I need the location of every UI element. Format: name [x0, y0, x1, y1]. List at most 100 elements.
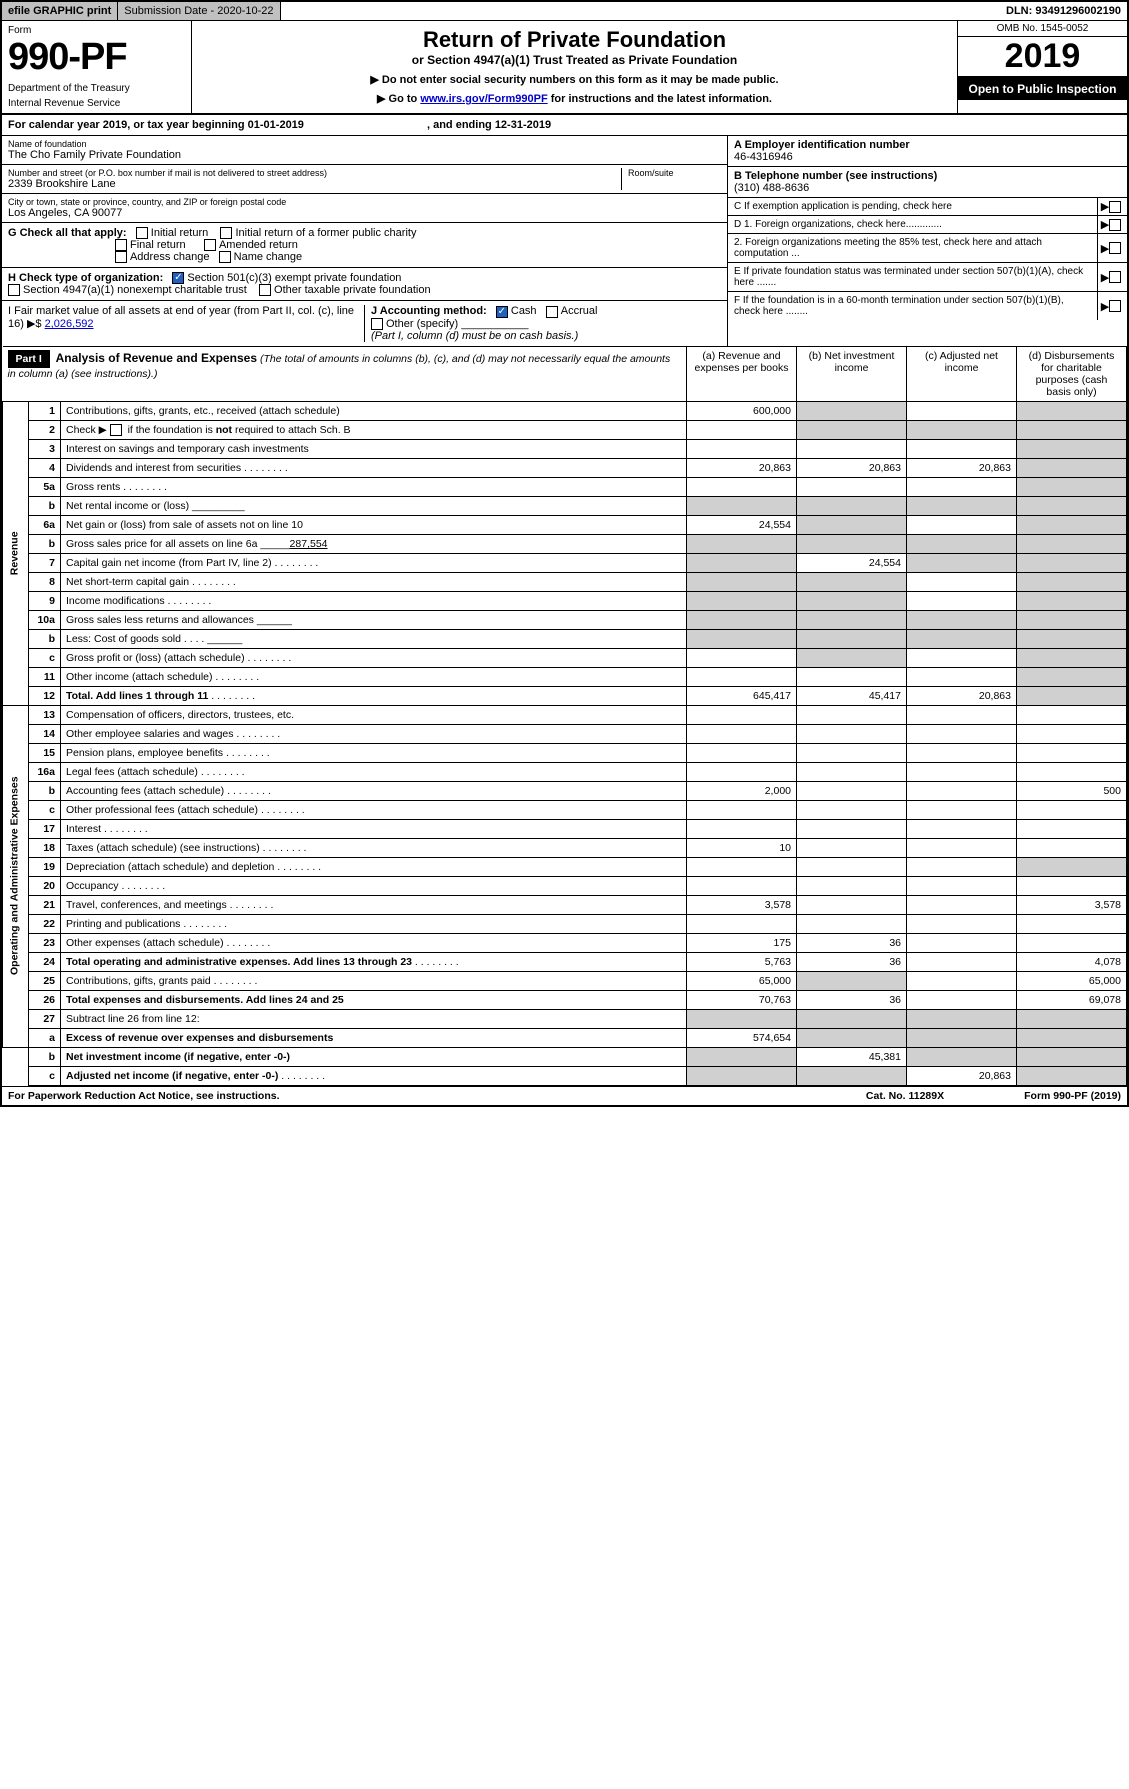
line-3-desc: Interest on savings and temporary cash i… — [61, 439, 687, 458]
4947-checkbox[interactable] — [8, 284, 20, 296]
initial-former-checkbox[interactable] — [220, 227, 232, 239]
c-checkbox[interactable] — [1109, 201, 1121, 213]
line-19-desc: Depreciation (attach schedule) and deple… — [61, 857, 687, 876]
line-16a-desc: Legal fees (attach schedule) — [61, 762, 687, 781]
line-9-desc: Income modifications — [61, 591, 687, 610]
irs-link[interactable]: www.irs.gov/Form990PF — [420, 93, 547, 105]
line-21-a: 3,578 — [687, 895, 797, 914]
room-label: Room/suite — [628, 168, 721, 178]
table-row: 14Other employee salaries and wages — [3, 724, 1127, 743]
table-row: cAdjusted net income (if negative, enter… — [3, 1066, 1127, 1085]
instr-url: ▶ Go to www.irs.gov/Form990PF for instru… — [198, 92, 951, 105]
line-23-b: 36 — [797, 933, 907, 952]
d1-checkbox[interactable] — [1109, 219, 1121, 231]
col-a-head: (a) Revenue and expenses per books — [687, 346, 797, 401]
table-row: bNet rental income or (loss) _________ — [3, 496, 1127, 515]
sch-b-checkbox[interactable] — [110, 424, 122, 436]
dept-irs: Internal Revenue Service — [8, 98, 185, 109]
line-13-desc: Compensation of officers, directors, tru… — [61, 705, 687, 724]
4947-label: Section 4947(a)(1) nonexempt charitable … — [23, 284, 247, 296]
cal-year-end: , and ending 12-31-2019 — [427, 119, 551, 131]
other-tax-checkbox[interactable] — [259, 284, 271, 296]
street-address: 2339 Brookshire Lane — [8, 178, 621, 190]
501c3-checkbox[interactable]: ✓ — [172, 272, 184, 284]
line-15-desc: Pension plans, employee benefits — [61, 743, 687, 762]
line-23-desc: Other expenses (attach schedule) — [61, 933, 687, 952]
submission-date: Submission Date - 2020-10-22 — [118, 2, 280, 20]
line-6a-a: 24,554 — [687, 515, 797, 534]
ein: 46-4316946 — [734, 151, 1121, 163]
line-27c-c: 20,863 — [907, 1066, 1017, 1085]
form-number: 990-PF — [8, 36, 185, 79]
line-4-c: 20,863 — [907, 458, 1017, 477]
form-page: efile GRAPHIC print Submission Date - 20… — [0, 0, 1129, 1107]
e-checkbox[interactable] — [1109, 271, 1121, 283]
line-1-desc: Contributions, gifts, grants, etc., rece… — [61, 401, 687, 420]
accrual-checkbox[interactable] — [546, 306, 558, 318]
expenses-vert-label: Operating and Administrative Expenses — [3, 705, 29, 1047]
open-inspection: Open to Public Inspection — [958, 78, 1127, 100]
line-11-desc: Other income (attach schedule) — [61, 667, 687, 686]
col-c-head: (c) Adjusted net income — [907, 346, 1017, 401]
form-subtitle: or Section 4947(a)(1) Trust Treated as P… — [198, 53, 951, 67]
line-25-desc: Contributions, gifts, grants paid — [61, 971, 687, 990]
line-4-desc: Dividends and interest from securities — [61, 458, 687, 477]
col-d-head: (d) Disbursements for charitable purpose… — [1017, 346, 1127, 401]
line-6b-desc: Gross sales price for all assets on line… — [61, 534, 687, 553]
table-row: 16aLegal fees (attach schedule) — [3, 762, 1127, 781]
final-return-checkbox[interactable] — [115, 239, 127, 251]
part1-table: Part I Analysis of Revenue and Expenses … — [2, 346, 1127, 1086]
table-row: 3Interest on savings and temporary cash … — [3, 439, 1127, 458]
line-27b-desc: Net investment income (if negative, ente… — [61, 1047, 687, 1066]
table-row: Operating and Administrative Expenses 13… — [3, 705, 1127, 724]
cal-year-begin: For calendar year 2019, or tax year begi… — [8, 119, 304, 131]
omb-number: OMB No. 1545-0052 — [958, 21, 1127, 37]
line-26-b: 36 — [797, 990, 907, 1009]
cash-checkbox[interactable]: ✓ — [496, 306, 508, 318]
table-row: 6aNet gain or (loss) from sale of assets… — [3, 515, 1127, 534]
initial-return-label: Initial return — [151, 227, 208, 239]
accrual-label: Accrual — [561, 305, 598, 317]
f-checkbox[interactable] — [1109, 300, 1121, 312]
line-4-a: 20,863 — [687, 458, 797, 477]
initial-former-label: Initial return of a former public charit… — [235, 227, 416, 239]
initial-return-checkbox[interactable] — [136, 227, 148, 239]
line-27a-a: 574,654 — [687, 1028, 797, 1047]
calendar-year-row: For calendar year 2019, or tax year begi… — [2, 115, 1127, 136]
fmv-value[interactable]: 2,026,592 — [45, 318, 94, 330]
line-26-a: 70,763 — [687, 990, 797, 1009]
d2-checkbox[interactable] — [1109, 242, 1121, 254]
table-row: 7Capital gain net income (from Part IV, … — [3, 553, 1127, 572]
line-21-d: 3,578 — [1017, 895, 1127, 914]
table-row: cOther professional fees (attach schedul… — [3, 800, 1127, 819]
line-2-desc: Check ▶ — [66, 424, 110, 436]
amended-return-checkbox[interactable] — [204, 239, 216, 251]
table-row: 5aGross rents — [3, 477, 1127, 496]
efile-button[interactable]: efile GRAPHIC print — [2, 2, 118, 20]
entity-block: Name of foundation The Cho Family Privat… — [2, 136, 1127, 346]
table-row: 26Total expenses and disbursements. Add … — [3, 990, 1127, 1009]
other-method-checkbox[interactable] — [371, 318, 383, 330]
line-6b-val: 287,554 — [290, 538, 328, 550]
line-23-a: 175 — [687, 933, 797, 952]
table-row: 17Interest — [3, 819, 1127, 838]
line-26-desc: Total expenses and disbursements. Add li… — [61, 990, 687, 1009]
line-26-d: 69,078 — [1017, 990, 1127, 1009]
form-label: Form — [8, 25, 185, 36]
line-27c-desc: Adjusted net income (if negative, enter … — [61, 1066, 687, 1085]
line-12-desc: Total. Add lines 1 through 11 — [61, 686, 687, 705]
line-12-c: 20,863 — [907, 686, 1017, 705]
table-row: 2Check ▶ if the foundation is not requir… — [3, 420, 1127, 439]
table-row: 27Subtract line 26 from line 12: — [3, 1009, 1127, 1028]
name-change-checkbox[interactable] — [219, 251, 231, 263]
line-16b-d: 500 — [1017, 781, 1127, 800]
final-return-label: Final return — [130, 239, 186, 251]
instr-post: for instructions and the latest informat… — [548, 93, 772, 105]
g-check-row: G Check all that apply: Initial return I… — [2, 223, 727, 268]
instr-ssn: ▶ Do not enter social security numbers o… — [198, 73, 951, 86]
line-27b-b: 45,381 — [797, 1047, 907, 1066]
line-18-a: 10 — [687, 838, 797, 857]
f-label: F If the foundation is in a 60-month ter… — [728, 292, 1097, 320]
table-row: 15Pension plans, employee benefits — [3, 743, 1127, 762]
addr-change-checkbox[interactable] — [115, 251, 127, 263]
